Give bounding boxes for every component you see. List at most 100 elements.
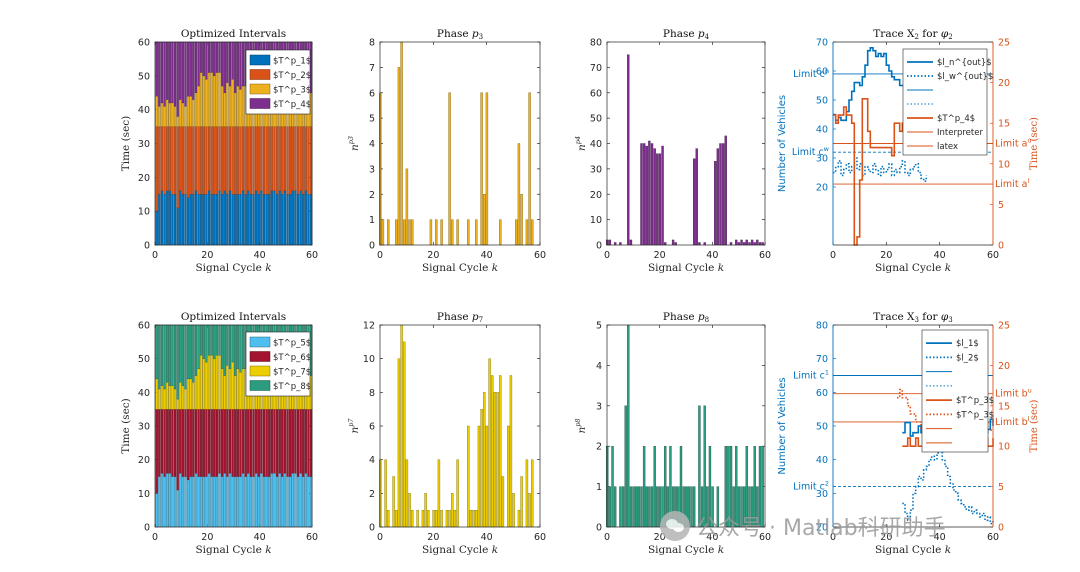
x-axis-label-var: k (265, 544, 271, 556)
bar-segment-2 (181, 408, 185, 477)
bar-segment-2 (160, 126, 164, 192)
wechat-logo-icon (660, 511, 690, 541)
x-tick-label: 60 (534, 250, 546, 261)
bar-segment-4 (194, 41, 198, 93)
axes-frame (606, 41, 766, 246)
bar-segment-1 (275, 476, 279, 528)
axes-frame (379, 41, 541, 246)
bar-segment-3 (192, 382, 195, 410)
legend-entry: $T^p_3$ (956, 410, 994, 420)
bar (467, 425, 470, 528)
bar-segment-1 (181, 194, 185, 246)
bar-segment-2 (234, 126, 237, 195)
bar (411, 509, 414, 528)
bar-segment-1 (283, 190, 287, 246)
title-italic: p (698, 28, 705, 40)
bar-segment-1 (244, 476, 247, 528)
bar-segment-1 (173, 476, 177, 528)
y-tick-label: 0 (144, 241, 150, 252)
bar-segment-2 (179, 408, 182, 474)
bar-segment-2 (202, 408, 205, 477)
bar-segment-3 (181, 102, 185, 127)
bar (703, 242, 706, 246)
y-tick-label-left: 50 (816, 422, 828, 433)
y-axis-label-var: n (576, 144, 588, 151)
bar-segment-2 (257, 408, 260, 477)
y-tick-label: 4 (596, 361, 602, 372)
x-tick-label: 60 (759, 250, 771, 261)
bar-segment-2 (220, 408, 224, 477)
bar-segment-4 (218, 41, 221, 73)
bar-segment-1 (168, 190, 171, 246)
y-tick-label: 4 (369, 139, 375, 150)
x-tick-label: 0 (830, 532, 836, 543)
x-tick-label: 60 (987, 250, 999, 261)
bar-segment-3 (207, 72, 211, 127)
bar-segment-1 (281, 476, 284, 528)
bar-segment-3 (215, 355, 219, 410)
bar-segment-1 (247, 472, 250, 528)
y-tick-label: 60 (590, 88, 602, 99)
bar-segment-3 (236, 85, 240, 127)
bar-segment-4 (192, 324, 195, 383)
plot-area (380, 42, 540, 245)
bar (501, 476, 505, 528)
bar-segment-2 (275, 126, 279, 195)
limit-label-sup: n (825, 67, 829, 75)
x-axis-label-var: k (492, 544, 498, 556)
bar-segment-3 (241, 85, 245, 127)
bar (440, 219, 443, 246)
legend-entry-text: $T^p_3$ (956, 396, 994, 406)
bar (480, 408, 483, 528)
bar (429, 219, 433, 246)
y-tick-label: 40 (138, 105, 150, 116)
bar-segment-2 (202, 126, 205, 195)
bar (674, 242, 677, 246)
y-tick-label-left: 70 (816, 38, 828, 49)
y-tick-label-right: 15 (998, 119, 1010, 130)
bar-segment-2 (288, 126, 292, 195)
limit-label-sup: u (1028, 387, 1032, 395)
bar-segment-2 (262, 126, 266, 195)
bar-segment-2 (213, 126, 216, 195)
bar (397, 67, 401, 246)
bar-segment-4 (158, 324, 161, 390)
bar-segment-2 (186, 408, 190, 481)
bar-segment-1 (296, 476, 300, 528)
bar-segment-2 (239, 408, 242, 477)
bar-segment-3 (160, 102, 164, 127)
bar-segment-2 (304, 126, 308, 192)
bar (483, 392, 486, 528)
bar (403, 219, 406, 246)
bar-segment-1 (205, 194, 208, 246)
bar (405, 459, 409, 528)
bar-segment-2 (163, 126, 166, 195)
legend-entry: $T^p_8$ (273, 382, 311, 392)
x-axis-label-text: Signal Cycle (648, 262, 718, 274)
bar-segment-3 (166, 382, 169, 410)
bar-segment-3 (163, 106, 166, 127)
bar (435, 219, 438, 246)
bar-segment-3 (189, 378, 192, 410)
bar-segment-3 (213, 75, 216, 127)
bar-segment-3 (223, 92, 226, 127)
bar (758, 242, 762, 246)
bar (499, 375, 502, 528)
bar-segment-1 (186, 479, 190, 528)
x-axis-label: Signal Cycle k (648, 544, 724, 556)
legend-entry: $T^p_4$ (273, 100, 311, 110)
bar-segment-2 (197, 126, 200, 195)
bar-segment-2 (286, 408, 289, 477)
x-tick-label: 0 (152, 532, 158, 543)
bar (520, 476, 523, 528)
bar-segment-1 (302, 476, 305, 528)
bar (451, 493, 454, 528)
x-tick-label: 20 (880, 532, 892, 543)
x-axis-label-var: k (265, 262, 271, 274)
bar-segment-1 (307, 476, 310, 528)
bar (525, 219, 529, 246)
bar-segment-1 (179, 190, 182, 246)
